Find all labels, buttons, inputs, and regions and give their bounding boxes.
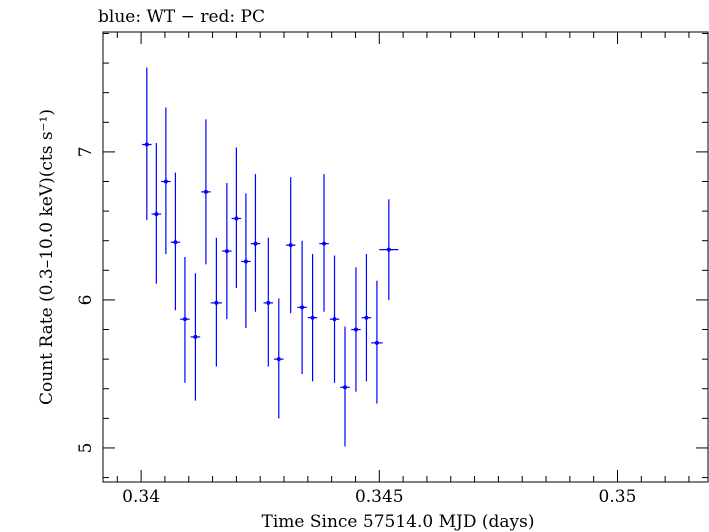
point-marker (300, 305, 305, 310)
data-point (361, 254, 372, 382)
data-point (170, 172, 181, 311)
point-marker (243, 259, 248, 264)
data-point (180, 257, 190, 383)
data-point (274, 298, 284, 419)
y-axis-label: Count Rate (0.3–10.0 keV)(cts s⁻¹) (37, 109, 57, 405)
plot-frame (102, 31, 709, 483)
point-marker (144, 142, 149, 147)
point-marker (332, 317, 337, 322)
data-point (142, 67, 152, 220)
data-point (379, 199, 399, 300)
data-point (340, 326, 350, 447)
point-marker (193, 334, 198, 339)
point-marker (163, 179, 168, 184)
point-marker (214, 300, 219, 305)
data-point (297, 240, 307, 374)
y-tick-label: 5 (76, 443, 96, 454)
data-point (241, 193, 251, 329)
point-marker (288, 243, 293, 248)
data-point (307, 254, 318, 382)
point-marker (224, 249, 229, 254)
y-tick-label: 6 (76, 295, 96, 306)
point-marker (374, 340, 379, 345)
point-marker (203, 189, 208, 194)
data-point (161, 107, 171, 255)
y-tick-label: 7 (76, 146, 96, 157)
x-tick-label: 0.34 (122, 487, 160, 507)
data-point (263, 237, 274, 367)
data-point (351, 267, 361, 392)
point-marker (310, 315, 315, 320)
data-point (190, 273, 201, 401)
point-marker (343, 385, 347, 390)
axis-ticks (103, 32, 708, 482)
point-marker (253, 241, 258, 246)
point-marker (234, 216, 239, 221)
point-marker (322, 241, 327, 246)
point-marker (364, 315, 369, 320)
point-marker (266, 300, 271, 305)
data-point (329, 255, 340, 383)
data-point (231, 147, 242, 289)
point-marker (276, 357, 281, 362)
point-marker (386, 247, 391, 252)
data-point (250, 174, 261, 312)
x-axis-label: Time Since 57514.0 MJD (days) (262, 512, 535, 532)
point-marker (173, 240, 178, 245)
x-tick-label: 0.345 (355, 487, 404, 507)
data-point (371, 280, 383, 404)
data-point (210, 237, 223, 367)
data-points (142, 67, 399, 447)
tick-labels: 0.34 0.345 0.35 5 6 7 (76, 146, 636, 507)
data-point (201, 119, 211, 265)
point-marker (182, 317, 187, 322)
point-marker (353, 327, 358, 332)
point-marker (154, 212, 159, 217)
x-tick-label: 0.35 (599, 487, 637, 507)
data-point (285, 177, 296, 314)
chart-title: blue: WT − red: PC (98, 7, 265, 27)
data-point (151, 143, 162, 284)
data-point (222, 182, 232, 320)
data-point (319, 174, 329, 312)
